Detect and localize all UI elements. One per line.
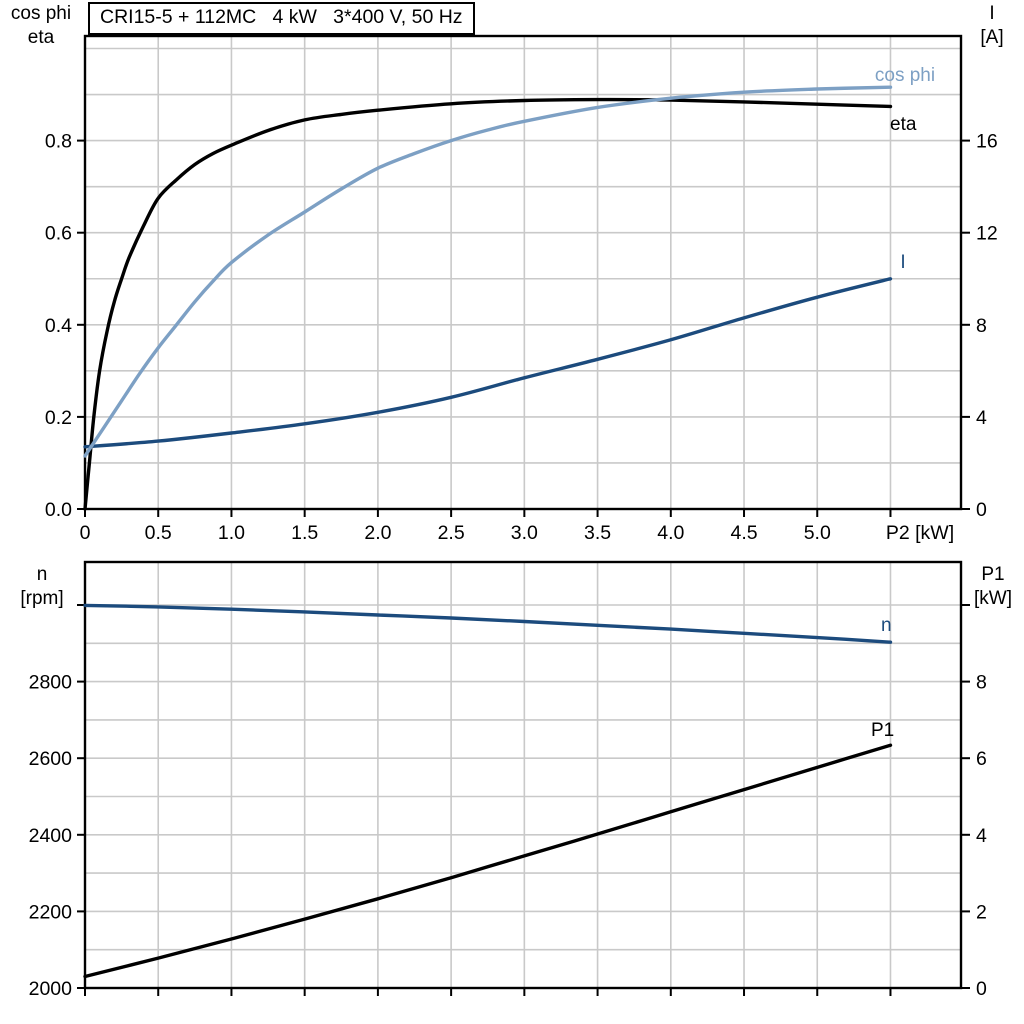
top-right-axis-label: I [A] <box>964 2 1020 50</box>
curve-P1 <box>83 743 893 979</box>
x-tick-label: 2.0 <box>364 522 391 544</box>
y-left-tick-label: 0.0 <box>45 499 72 521</box>
y-left-tick-label: 2800 <box>29 672 73 694</box>
curve-label-current: I <box>900 252 906 273</box>
axis-label-p1: P1 <box>981 564 1005 585</box>
x-tick-label: 1.5 <box>291 522 318 544</box>
axis-label-cosphi: cos phi <box>10 3 72 24</box>
x-tick-label: 4.0 <box>657 522 684 544</box>
y-left-tick-label: 0.6 <box>45 223 72 245</box>
y-right-tick-label: 0 <box>976 499 987 521</box>
curve-label-p1: P1 <box>871 720 895 741</box>
x-axis-unit-label: P2 [kW] <box>886 522 954 544</box>
top-left-axis-label: cos phi eta <box>2 2 80 50</box>
x-tick-label: 1.0 <box>218 522 245 544</box>
y-right-tick-label: 12 <box>976 223 998 245</box>
y-left-tick-label: 2400 <box>29 825 73 847</box>
y-left-tick-label: 2000 <box>29 978 73 1000</box>
x-tick-label: 0 <box>80 522 91 544</box>
plot-frame <box>83 560 963 990</box>
y-right-tick-label: 4 <box>976 825 987 847</box>
x-tick-label: 3.0 <box>511 522 538 544</box>
axis-label-current: I <box>989 3 995 24</box>
x-tick-label: 0.5 <box>145 522 172 544</box>
curve-label-eta: eta <box>890 114 917 135</box>
curve-label-speed: n <box>881 615 892 636</box>
y-left-tick-label: 0.4 <box>45 315 72 337</box>
axis-label-speed-unit: [rpm] <box>20 588 64 609</box>
y-right-tick-label: 4 <box>976 407 987 429</box>
axis-label-p1-unit: [kW] <box>974 588 1012 609</box>
x-tick-label: 3.5 <box>584 522 611 544</box>
plot-frame <box>83 34 963 511</box>
x-tick-label: 2.5 <box>438 522 465 544</box>
y-right-tick-label: 8 <box>976 315 987 337</box>
axis-label-speed: n <box>36 564 48 585</box>
y-left-tick-label: 2600 <box>29 748 73 770</box>
y-right-tick-label: 6 <box>976 748 987 770</box>
curve-label-cosphi: cos phi <box>874 65 936 86</box>
x-tick-label: 5.0 <box>804 522 831 544</box>
axis-label-current-unit: [A] <box>980 27 1004 48</box>
y-left-tick-label: 0.2 <box>45 407 72 429</box>
bottom-right-axis-label: P1 [kW] <box>964 563 1022 611</box>
y-right-tick-label: 0 <box>976 978 987 1000</box>
bottom-left-axis-label: n [rpm] <box>4 563 80 611</box>
y-left-tick-label: 2200 <box>29 901 73 923</box>
y-right-tick-label: 8 <box>976 672 987 694</box>
axis-label-eta: eta <box>27 27 55 48</box>
chart-title: CRI15-5 + 112MC 4 kW 3*400 V, 50 Hz <box>88 2 475 35</box>
curve-eta <box>83 97 893 511</box>
curve-I <box>83 277 893 449</box>
x-tick-label: 4.5 <box>730 522 757 544</box>
y-right-tick-label: 16 <box>976 131 998 153</box>
curve-cos-phi <box>83 85 893 458</box>
y-left-tick-label: 0.8 <box>45 131 72 153</box>
y-right-tick-label: 2 <box>976 901 987 923</box>
curve-n <box>83 603 893 644</box>
